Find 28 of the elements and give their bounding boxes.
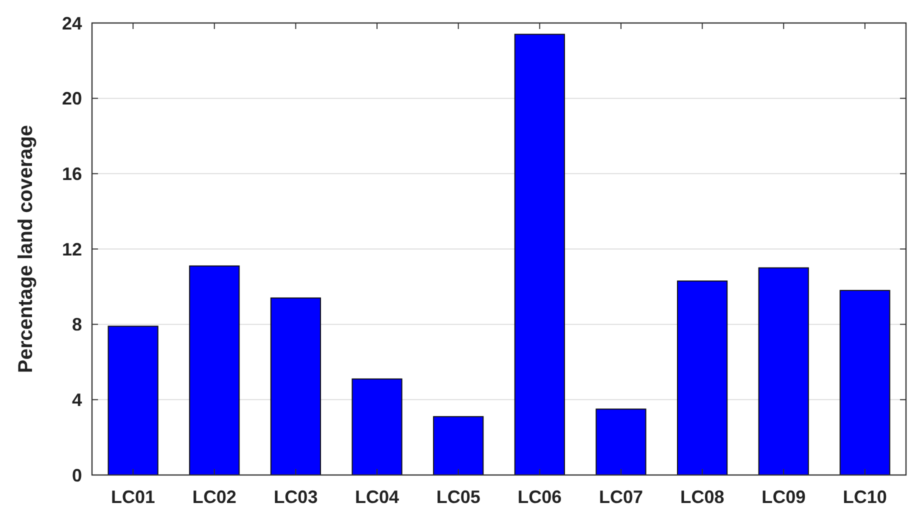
y-axis-title: Percentage land coverage: [15, 125, 37, 373]
bar: [433, 416, 484, 476]
x-tick-label: LC09: [762, 487, 806, 507]
bar: [108, 326, 158, 476]
x-tick-label: LC04: [355, 487, 400, 507]
bar: [514, 34, 565, 476]
x-tick-label: LC05: [436, 487, 480, 507]
y-tick-label: 16: [62, 164, 82, 184]
y-tick-label: 8: [72, 314, 82, 335]
x-tick-label: LC01: [111, 487, 156, 507]
x-tick-label: LC03: [274, 487, 318, 507]
bar: [189, 265, 240, 476]
y-tick-label: 0: [72, 465, 82, 486]
bar: [840, 290, 890, 476]
bar: [758, 267, 809, 476]
y-tick-label: 4: [72, 390, 82, 410]
x-tick-label: LC08: [680, 487, 724, 507]
x-tick-label: LC07: [598, 487, 643, 507]
y-tick-label: 20: [62, 88, 82, 109]
y-tick-label: 24: [62, 13, 82, 34]
bar: [676, 280, 728, 476]
x-tick-label: LC06: [518, 487, 562, 507]
bar: [596, 408, 646, 476]
bar: [270, 297, 322, 476]
y-tick-label: 12: [62, 239, 82, 260]
bar: [352, 378, 402, 476]
x-tick-label: LC10: [842, 487, 887, 507]
x-tick-label: LC02: [192, 487, 236, 507]
